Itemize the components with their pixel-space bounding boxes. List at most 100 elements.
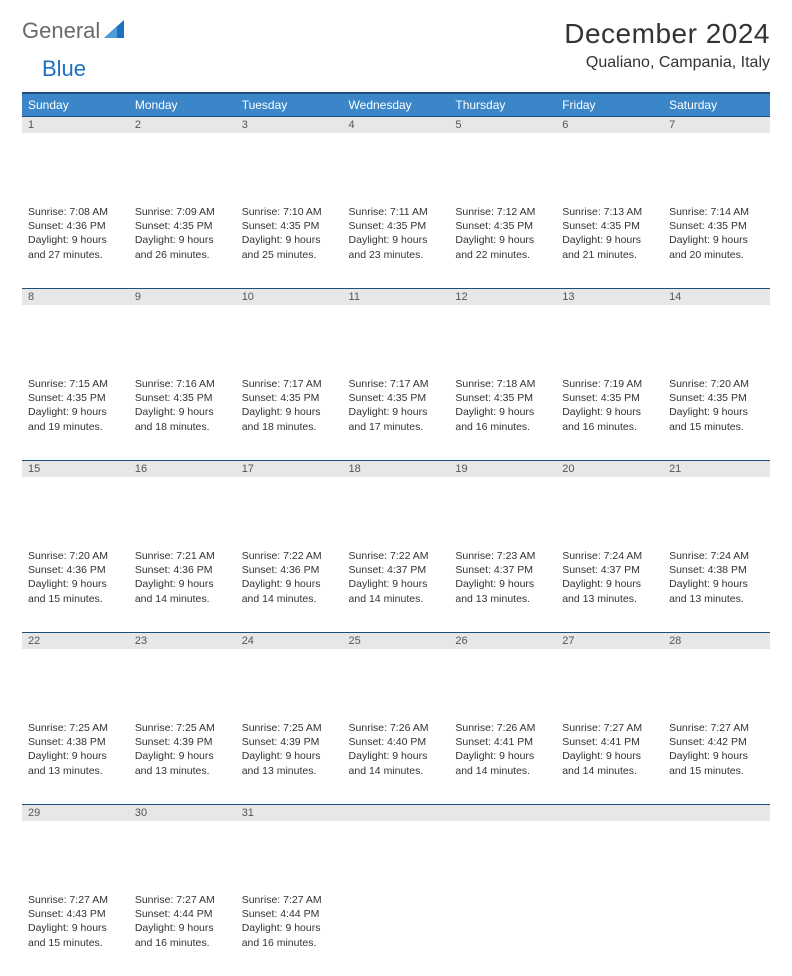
day-content-row: Sunrise: 7:20 AMSunset: 4:36 PMDaylight:… bbox=[22, 546, 770, 632]
weekday-header: Tuesday bbox=[236, 93, 343, 116]
sunset-line: Sunset: 4:37 PM bbox=[455, 563, 550, 577]
daylight-line: Daylight: 9 hours and 14 minutes. bbox=[135, 577, 230, 605]
day-content-cell: Sunrise: 7:27 AMSunset: 4:44 PMDaylight:… bbox=[129, 890, 236, 976]
sunrise-line: Sunrise: 7:21 AM bbox=[135, 549, 230, 563]
day-content-cell: Sunrise: 7:27 AMSunset: 4:43 PMDaylight:… bbox=[22, 890, 129, 976]
sunrise-line: Sunrise: 7:25 AM bbox=[135, 721, 230, 735]
sunset-line: Sunset: 4:35 PM bbox=[455, 219, 550, 233]
sunset-line: Sunset: 4:40 PM bbox=[349, 735, 444, 749]
day-number-cell: 30 bbox=[129, 804, 236, 890]
sunset-line: Sunset: 4:35 PM bbox=[349, 219, 444, 233]
sunset-line: Sunset: 4:39 PM bbox=[242, 735, 337, 749]
sunrise-line: Sunrise: 7:13 AM bbox=[562, 205, 657, 219]
daylight-line: Daylight: 9 hours and 18 minutes. bbox=[242, 405, 337, 433]
day-content: Sunrise: 7:19 AMSunset: 4:35 PMDaylight:… bbox=[556, 374, 663, 440]
daylight-line: Daylight: 9 hours and 13 minutes. bbox=[135, 749, 230, 777]
sunrise-line: Sunrise: 7:20 AM bbox=[669, 377, 764, 391]
day-content: Sunrise: 7:20 AMSunset: 4:36 PMDaylight:… bbox=[22, 546, 129, 612]
day-number-cell: 8 bbox=[22, 288, 129, 374]
daylight-line: Daylight: 9 hours and 15 minutes. bbox=[28, 577, 123, 605]
weekday-header: Sunday bbox=[22, 93, 129, 116]
day-content: Sunrise: 7:25 AMSunset: 4:39 PMDaylight:… bbox=[236, 718, 343, 784]
daylight-line: Daylight: 9 hours and 16 minutes. bbox=[562, 405, 657, 433]
day-number-row: 293031 bbox=[22, 804, 770, 890]
day-number-cell: 25 bbox=[343, 632, 450, 718]
day-number: 6 bbox=[556, 116, 663, 133]
sunrise-line: Sunrise: 7:27 AM bbox=[669, 721, 764, 735]
sunrise-line: Sunrise: 7:22 AM bbox=[242, 549, 337, 563]
month-title: December 2024 bbox=[564, 18, 770, 50]
day-number: 27 bbox=[556, 632, 663, 649]
day-content-row: Sunrise: 7:27 AMSunset: 4:43 PMDaylight:… bbox=[22, 890, 770, 976]
sunset-line: Sunset: 4:35 PM bbox=[28, 391, 123, 405]
day-number-cell: 23 bbox=[129, 632, 236, 718]
sunrise-line: Sunrise: 7:23 AM bbox=[455, 549, 550, 563]
day-content-cell: Sunrise: 7:26 AMSunset: 4:41 PMDaylight:… bbox=[449, 718, 556, 804]
day-number-cell: 2 bbox=[129, 116, 236, 202]
logo: General bbox=[22, 18, 128, 44]
day-content: Sunrise: 7:14 AMSunset: 4:35 PMDaylight:… bbox=[663, 202, 770, 268]
day-number: 18 bbox=[343, 460, 450, 477]
day-content-cell bbox=[343, 890, 450, 976]
day-number-cell: 16 bbox=[129, 460, 236, 546]
day-number-cell: 18 bbox=[343, 460, 450, 546]
sunrise-line: Sunrise: 7:17 AM bbox=[242, 377, 337, 391]
day-number-cell: 11 bbox=[343, 288, 450, 374]
sunrise-line: Sunrise: 7:15 AM bbox=[28, 377, 123, 391]
weekday-header: Thursday bbox=[449, 93, 556, 116]
sunrise-line: Sunrise: 7:25 AM bbox=[242, 721, 337, 735]
daylight-line: Daylight: 9 hours and 16 minutes. bbox=[242, 921, 337, 949]
day-number: 5 bbox=[449, 116, 556, 133]
day-content bbox=[449, 890, 556, 899]
day-number: 12 bbox=[449, 288, 556, 305]
daylight-line: Daylight: 9 hours and 17 minutes. bbox=[349, 405, 444, 433]
sunset-line: Sunset: 4:44 PM bbox=[135, 907, 230, 921]
sunset-line: Sunset: 4:36 PM bbox=[242, 563, 337, 577]
day-number: 23 bbox=[129, 632, 236, 649]
day-content-cell: Sunrise: 7:10 AMSunset: 4:35 PMDaylight:… bbox=[236, 202, 343, 288]
daylight-line: Daylight: 9 hours and 18 minutes. bbox=[135, 405, 230, 433]
title-block: December 2024 Qualiano, Campania, Italy bbox=[564, 18, 770, 72]
day-number: 11 bbox=[343, 288, 450, 305]
sunset-line: Sunset: 4:36 PM bbox=[28, 219, 123, 233]
daylight-line: Daylight: 9 hours and 13 minutes. bbox=[455, 577, 550, 605]
daylight-line: Daylight: 9 hours and 14 minutes. bbox=[562, 749, 657, 777]
daylight-line: Daylight: 9 hours and 14 minutes. bbox=[242, 577, 337, 605]
day-number-cell bbox=[343, 804, 450, 890]
day-content-cell: Sunrise: 7:19 AMSunset: 4:35 PMDaylight:… bbox=[556, 374, 663, 460]
day-content-row: Sunrise: 7:15 AMSunset: 4:35 PMDaylight:… bbox=[22, 374, 770, 460]
day-number-row: 15161718192021 bbox=[22, 460, 770, 546]
day-content-cell: Sunrise: 7:22 AMSunset: 4:37 PMDaylight:… bbox=[343, 546, 450, 632]
location: Qualiano, Campania, Italy bbox=[564, 54, 770, 72]
sunset-line: Sunset: 4:35 PM bbox=[135, 391, 230, 405]
day-content-cell: Sunrise: 7:26 AMSunset: 4:40 PMDaylight:… bbox=[343, 718, 450, 804]
day-content: Sunrise: 7:23 AMSunset: 4:37 PMDaylight:… bbox=[449, 546, 556, 612]
weekday-header: Monday bbox=[129, 93, 236, 116]
daylight-line: Daylight: 9 hours and 22 minutes. bbox=[455, 233, 550, 261]
day-content-cell bbox=[449, 890, 556, 976]
day-number-cell: 3 bbox=[236, 116, 343, 202]
daylight-line: Daylight: 9 hours and 19 minutes. bbox=[28, 405, 123, 433]
daylight-line: Daylight: 9 hours and 14 minutes. bbox=[349, 749, 444, 777]
sunrise-line: Sunrise: 7:09 AM bbox=[135, 205, 230, 219]
day-content: Sunrise: 7:16 AMSunset: 4:35 PMDaylight:… bbox=[129, 374, 236, 440]
day-content-cell: Sunrise: 7:18 AMSunset: 4:35 PMDaylight:… bbox=[449, 374, 556, 460]
logo-word-1: General bbox=[22, 18, 100, 44]
day-number-cell: 22 bbox=[22, 632, 129, 718]
day-content-cell bbox=[556, 890, 663, 976]
day-number: 22 bbox=[22, 632, 129, 649]
day-number: 9 bbox=[129, 288, 236, 305]
day-content-cell: Sunrise: 7:15 AMSunset: 4:35 PMDaylight:… bbox=[22, 374, 129, 460]
sunset-line: Sunset: 4:35 PM bbox=[455, 391, 550, 405]
day-content: Sunrise: 7:22 AMSunset: 4:36 PMDaylight:… bbox=[236, 546, 343, 612]
sunset-line: Sunset: 4:35 PM bbox=[669, 219, 764, 233]
daylight-line: Daylight: 9 hours and 13 minutes. bbox=[669, 577, 764, 605]
day-number-cell: 19 bbox=[449, 460, 556, 546]
day-content: Sunrise: 7:25 AMSunset: 4:39 PMDaylight:… bbox=[129, 718, 236, 784]
sunrise-line: Sunrise: 7:08 AM bbox=[28, 205, 123, 219]
day-content bbox=[663, 890, 770, 899]
day-number: 14 bbox=[663, 288, 770, 305]
day-content-row: Sunrise: 7:08 AMSunset: 4:36 PM Daylight:… bbox=[22, 202, 770, 288]
sunrise-line: Sunrise: 7:24 AM bbox=[562, 549, 657, 563]
sunrise-line: Sunrise: 7:10 AM bbox=[242, 205, 337, 219]
